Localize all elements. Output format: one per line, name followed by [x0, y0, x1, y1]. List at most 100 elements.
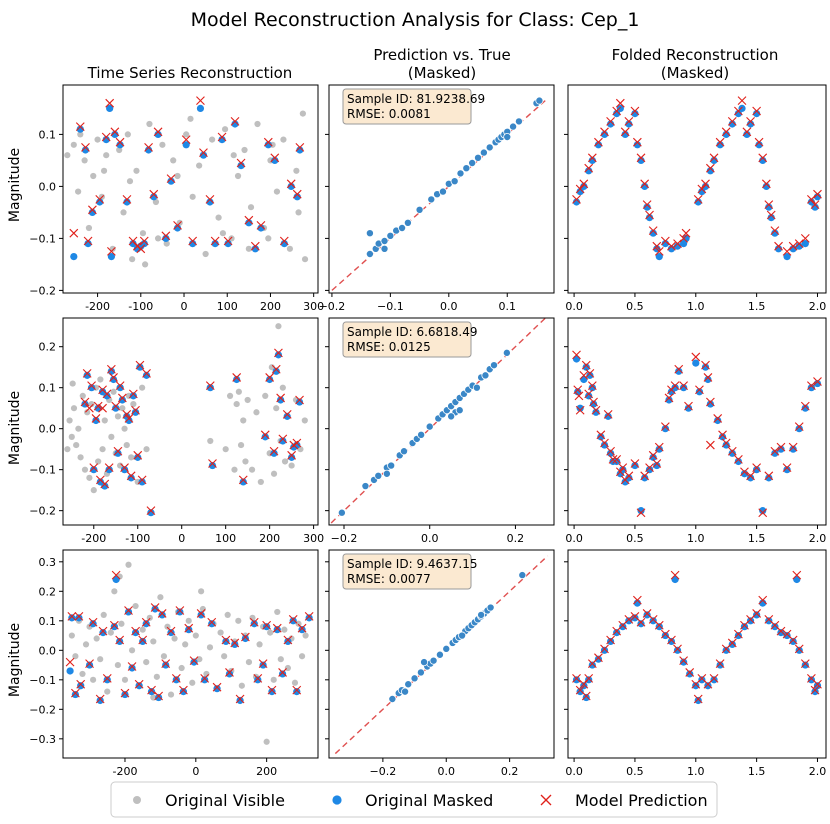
visible-point: [139, 384, 146, 391]
folded-prediction-marker: [606, 446, 615, 456]
prediction-marker: [238, 475, 248, 485]
axes-frame: [567, 84, 827, 294]
axes-frame: [62, 317, 319, 526]
folded-prediction-marker: [782, 247, 792, 256]
visible-point: [207, 437, 214, 445]
masked-point: [131, 408, 140, 416]
folded-masked-point: [740, 623, 749, 631]
x-tick-label: -200: [112, 765, 137, 778]
visible-point: [130, 400, 137, 408]
folded-masked-point: [582, 693, 590, 702]
folded-masked-point: [753, 110, 761, 118]
prediction-marker: [253, 673, 263, 683]
folded-masked-point: [795, 425, 803, 433]
folded-masked-point: [675, 367, 683, 375]
folded-masked-point: [722, 646, 730, 654]
prediction-marker: [260, 430, 270, 440]
visible-point: [244, 396, 251, 404]
folded-masked-point: [783, 631, 791, 640]
prediction-marker: [210, 236, 220, 246]
masked-point: [173, 224, 182, 232]
prediction-marker: [179, 685, 188, 695]
folded-masked-point: [706, 167, 714, 175]
prediction-marker: [200, 673, 210, 683]
masked-point: [264, 141, 272, 149]
ylabel-row-1: Magnitude: [7, 391, 23, 465]
visible-point: [192, 632, 199, 639]
folded-prediction-marker: [679, 381, 689, 391]
folded-prediction-marker: [584, 389, 594, 399]
masked-point: [66, 667, 74, 675]
prediction-marker: [269, 446, 279, 456]
folded-prediction-marker: [733, 106, 743, 116]
folded-masked-point: [625, 474, 633, 482]
folded-prediction-marker: [733, 629, 743, 639]
folded-masked-point: [811, 203, 819, 211]
folded-masked-point: [706, 400, 714, 408]
prediction-marker: [115, 381, 125, 391]
visible-point: [215, 214, 222, 221]
prediction-marker: [274, 348, 283, 358]
visible-point: [111, 588, 118, 595]
visible-point: [245, 659, 253, 666]
prediction-marker: [258, 659, 268, 668]
visible-point: [171, 635, 178, 642]
visible-point: [160, 653, 168, 660]
prediction-marker: [249, 617, 259, 627]
folded-prediction-marker: [691, 352, 701, 362]
masked-point: [142, 620, 150, 628]
folded-prediction-marker: [754, 137, 764, 147]
visible-point: [94, 136, 101, 143]
visible-point: [230, 152, 237, 159]
folded-masked-point: [698, 188, 706, 196]
folded-masked-point: [604, 412, 612, 420]
visible-point: [108, 433, 115, 440]
folded-masked-point: [655, 253, 663, 261]
x-tick-label: 200: [259, 532, 280, 545]
prediction-marker: [196, 609, 206, 618]
prediction-marker: [100, 479, 110, 489]
legend-label-visible: Original Visible: [165, 791, 285, 810]
folded-prediction-marker: [727, 446, 737, 456]
folded-masked-point: [692, 682, 700, 690]
folded-prediction-marker: [758, 508, 768, 518]
folded-masked-point: [576, 188, 584, 196]
x-tick-label: 0.0: [565, 765, 583, 778]
folded-masked-point: [701, 182, 710, 190]
x-tick-label: 1.0: [687, 765, 705, 778]
visible-point: [109, 245, 116, 252]
visible-point: [281, 458, 289, 465]
folded-prediction-marker: [807, 381, 816, 391]
annotation-rmse: RMSE: 0.0077: [347, 572, 431, 586]
prediction-marker: [80, 397, 90, 407]
x-tick-label: 0.5: [626, 300, 644, 313]
visible-point: [79, 392, 86, 399]
visible-point: [143, 446, 150, 453]
pred-true-point: [417, 430, 426, 439]
masked-point: [147, 688, 156, 696]
visible-point: [217, 629, 224, 636]
folded-prediction-marker: [742, 127, 752, 137]
masked-point: [76, 125, 84, 133]
folded-prediction-marker: [709, 673, 719, 683]
pred-true-point: [435, 650, 444, 659]
masked-point: [231, 640, 239, 649]
visible-point: [75, 425, 82, 432]
pred-true-point: [447, 412, 456, 421]
visible-point: [110, 388, 117, 395]
prediction-marker: [295, 143, 305, 152]
prediction-marker: [81, 143, 90, 152]
visible-point: [185, 617, 192, 624]
x-tick-label: 0: [181, 300, 188, 313]
visible-point: [81, 157, 88, 164]
folded-masked-point: [589, 400, 598, 408]
visible-point: [126, 178, 134, 185]
pred-true-point: [429, 656, 438, 665]
folded-prediction-marker: [752, 106, 762, 116]
masked-point: [254, 676, 262, 684]
visible-point: [118, 620, 125, 627]
folded-masked-point: [585, 167, 593, 175]
prediction-marker: [98, 403, 107, 413]
